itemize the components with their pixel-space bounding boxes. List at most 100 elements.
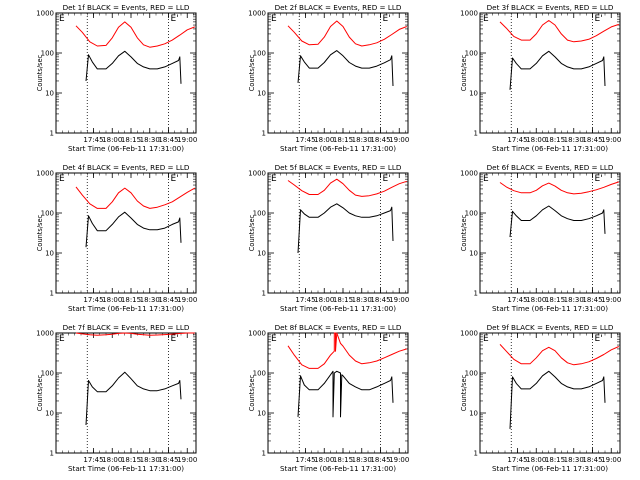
- y-tick-label: 100: [41, 370, 54, 378]
- corner-label-left: E: [271, 334, 277, 344]
- x-tick-label: 19:00: [177, 136, 197, 144]
- x-tick-label: 18:45: [370, 296, 390, 304]
- corner-label-right: E': [383, 174, 391, 184]
- y-axis-label: Counts/sec: [460, 374, 468, 411]
- corner-label-right: E': [383, 14, 391, 24]
- x-tick-label: 19:00: [601, 136, 621, 144]
- panel-det-6: Det 6f BLACK = Events, RED = LLD 1 10 100 10…: [460, 163, 621, 313]
- x-tick-label: 18:15: [121, 456, 141, 464]
- x-tick-label: 18:15: [121, 136, 141, 144]
- x-tick-label: 18:45: [158, 136, 178, 144]
- x-tick-label: 18:15: [545, 296, 565, 304]
- panel-det-8: Det 8f BLACK = Events, RED = LLD 1 10 100 10…: [248, 323, 409, 473]
- y-axis-label: Counts/sec: [248, 54, 256, 91]
- lld-series-line: [499, 20, 619, 43]
- x-tick-label: 18:00: [102, 456, 122, 464]
- x-tick-label: 18:00: [526, 136, 546, 144]
- x-axis-label: Start Time (06-Feb-11 17:31:00): [68, 464, 184, 473]
- panel-det-5: Det 5f BLACK = Events, RED = LLD 1 10 100 10…: [248, 163, 409, 313]
- lld-series-line: [287, 332, 407, 369]
- corner-label-right: E': [595, 14, 603, 24]
- x-axis-label: Start Time (06-Feb-11 17:31:00): [68, 144, 184, 153]
- events-series-line: [297, 50, 394, 87]
- panel-title: Det 8f BLACK = Events, RED = LLD: [275, 323, 402, 332]
- x-tick-label: 18:45: [582, 456, 602, 464]
- y-tick-label: 10: [469, 250, 478, 258]
- corner-label-right: E': [171, 334, 179, 344]
- events-series-line: [509, 50, 606, 90]
- plot-frame: [479, 12, 621, 134]
- panel-title: Det 2f BLACK = Events, RED = LLD: [275, 3, 402, 12]
- y-tick-label: 1: [262, 130, 266, 138]
- x-tick-label: 17:45: [295, 136, 315, 144]
- x-axis-label: Start Time (06-Feb-11 17:31:00): [492, 464, 608, 473]
- y-axis-label: Counts/sec: [36, 54, 44, 91]
- y-tick-label: 100: [465, 210, 478, 218]
- events-series-line: [509, 205, 606, 238]
- lld-series-line: [499, 344, 620, 366]
- y-tick-label: 100: [253, 370, 266, 378]
- x-tick-label: 18:45: [158, 456, 178, 464]
- y-tick-label: 1: [262, 450, 266, 458]
- y-tick-label: 1000: [248, 330, 266, 338]
- y-tick-label: 1: [474, 130, 478, 138]
- corner-label-right: E': [383, 334, 391, 344]
- x-tick-label: 19:00: [389, 296, 409, 304]
- plot-frame: [267, 332, 409, 454]
- y-tick-label: 10: [45, 410, 54, 418]
- panel-title: Det 3f BLACK = Events, RED = LLD: [487, 3, 614, 12]
- x-tick-label: 18:45: [582, 296, 602, 304]
- x-tick-label: 17:45: [83, 456, 103, 464]
- plot-frame: [267, 12, 409, 134]
- x-tick-label: 18:00: [526, 296, 546, 304]
- corner-label-right: E': [595, 174, 603, 184]
- lld-series-line: [287, 20, 407, 47]
- x-tick-label: 18:15: [333, 136, 353, 144]
- corner-label-left: E: [271, 174, 277, 184]
- y-tick-label: 100: [253, 50, 266, 58]
- x-tick-label: 18:45: [370, 136, 390, 144]
- corner-label-left: E: [59, 334, 65, 344]
- x-tick-label: 17:45: [507, 136, 527, 144]
- y-tick-label: 1000: [460, 10, 478, 18]
- y-tick-label: 1000: [36, 10, 54, 18]
- panel-title: Det 4f BLACK = Events, RED = LLD: [63, 163, 190, 172]
- y-tick-label: 1: [50, 290, 54, 298]
- x-tick-label: 18:30: [564, 456, 584, 464]
- y-tick-label: 1: [474, 290, 478, 298]
- events-series-line: [297, 370, 394, 418]
- y-tick-label: 100: [41, 210, 54, 218]
- x-tick-label: 18:00: [102, 296, 122, 304]
- events-series-line: [85, 211, 182, 248]
- x-tick-label: 18:45: [370, 456, 390, 464]
- x-tick-label: 17:45: [507, 296, 527, 304]
- y-axis-label: Counts/sec: [36, 374, 44, 411]
- y-tick-label: 100: [253, 210, 266, 218]
- y-tick-label: 1000: [36, 170, 54, 178]
- corner-label-left: E: [483, 174, 489, 184]
- corner-label-left: E: [59, 174, 65, 184]
- panel-det-4: Det 4f BLACK = Events, RED = LLD 1 10 100 10…: [36, 163, 197, 313]
- y-tick-label: 1000: [248, 10, 266, 18]
- panel-det-1: Det 1f BLACK = Events, RED = LLD 1 10 100 10…: [36, 3, 197, 153]
- x-tick-label: 18:15: [333, 296, 353, 304]
- plot-frame: [55, 172, 197, 294]
- x-tick-label: 18:00: [314, 136, 334, 144]
- y-axis-label: Counts/sec: [248, 214, 256, 251]
- y-tick-label: 1000: [36, 330, 54, 338]
- x-tick-label: 17:45: [295, 296, 315, 304]
- x-axis-label: Start Time (06-Feb-11 17:31:00): [280, 464, 396, 473]
- x-tick-label: 17:45: [295, 456, 315, 464]
- x-tick-label: 17:45: [83, 136, 103, 144]
- y-axis-label: Counts/sec: [460, 54, 468, 91]
- y-tick-label: 100: [465, 50, 478, 58]
- corner-label-right: E': [171, 14, 179, 24]
- plot-frame: [267, 172, 409, 294]
- x-tick-label: 18:30: [352, 296, 372, 304]
- x-tick-label: 18:00: [314, 296, 334, 304]
- y-axis-label: Counts/sec: [36, 214, 44, 251]
- x-tick-label: 18:45: [582, 136, 602, 144]
- x-axis-label: Start Time (06-Feb-11 17:31:00): [280, 144, 396, 153]
- lld-series-line: [75, 186, 196, 209]
- x-tick-label: 18:30: [352, 456, 372, 464]
